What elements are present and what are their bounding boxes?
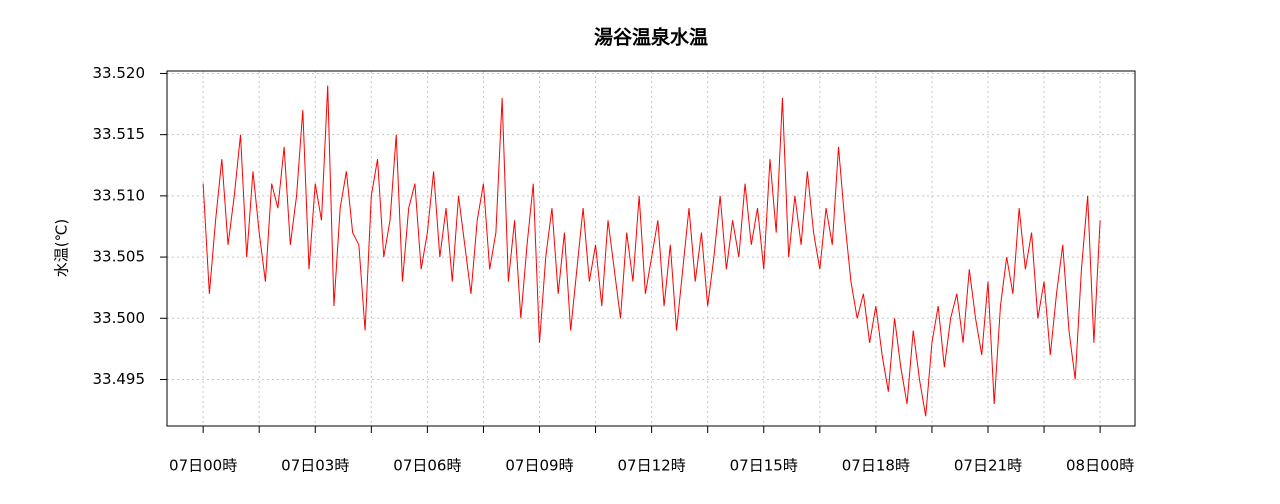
- y-tick-label: 33.520: [93, 64, 146, 82]
- x-tick-label: 07日06時: [393, 457, 461, 475]
- x-tick-label: 07日12時: [618, 457, 686, 475]
- y-tick-label: 33.500: [93, 309, 146, 327]
- x-tick-label: 07日00時: [169, 457, 237, 475]
- x-tick-label: 07日21時: [954, 457, 1022, 475]
- y-tick-label: 33.510: [93, 186, 146, 204]
- plot-frame: [166, 70, 1136, 427]
- data-line: [202, 85, 1101, 417]
- y-tick-label: 33.515: [93, 125, 146, 143]
- y-tick-label: 33.505: [93, 248, 146, 266]
- x-tick-label: 08日00時: [1066, 457, 1134, 475]
- x-tick-label: 07日18時: [842, 457, 910, 475]
- x-tick-label: 07日15時: [730, 457, 798, 475]
- x-tick-label: 07日03時: [281, 457, 349, 475]
- chart-title: 湯谷温泉水温: [594, 26, 708, 49]
- y-axis-label: 水温(℃): [53, 219, 71, 278]
- y-tick-label: 33.495: [93, 370, 146, 388]
- x-tick-label: 07日09時: [505, 457, 573, 475]
